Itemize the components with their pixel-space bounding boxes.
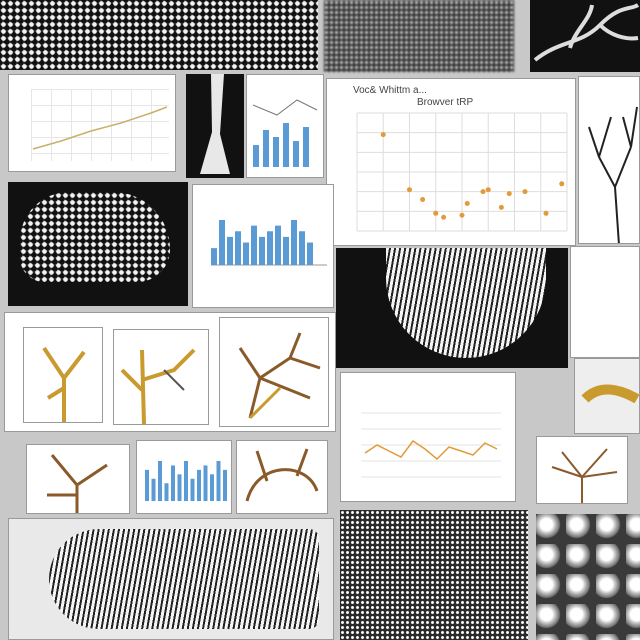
branch-illustration-1: [23, 327, 103, 423]
line-chart-document: [340, 372, 516, 502]
scatter-point: [543, 210, 549, 216]
bar: [243, 242, 249, 265]
gold-branch-card: [574, 358, 640, 434]
bar: [210, 474, 214, 501]
bar: [275, 225, 281, 265]
bar: [216, 461, 221, 501]
main-chart-title-line1: Voc& Whittm a...: [353, 85, 427, 96]
mesh-photo-top-left: [0, 0, 318, 70]
mesh-shell-photo: [8, 182, 188, 306]
mesh-photo-top-center: [324, 0, 514, 72]
scatter-point: [380, 132, 386, 138]
scatter-point: [407, 187, 412, 193]
scatter-point: [433, 210, 439, 216]
bar: [190, 478, 195, 501]
scatter-point: [459, 212, 465, 218]
main-chart-title-line2: Browver tRP: [417, 97, 474, 108]
branch-illustration-3: [219, 317, 329, 427]
branch-illustration-panel: [4, 312, 336, 432]
text-card-right: [570, 246, 640, 358]
line-chart-svg: [32, 106, 168, 150]
bar: [235, 231, 241, 265]
bar: [283, 236, 289, 265]
branch-illustration-5: [236, 440, 328, 514]
scatter-plot-svg: [356, 112, 568, 232]
branch-diagram-right: [578, 76, 640, 244]
bubble-cluster-photo: [536, 514, 640, 640]
series-line: [364, 439, 498, 461]
silhouette-photo: [186, 74, 244, 178]
bar: [291, 220, 297, 265]
mesh-photo-bottom-center: [340, 510, 528, 640]
branch-photo-top-right: [530, 0, 640, 72]
bar: [197, 469, 201, 501]
bar: [227, 236, 233, 265]
bar: [171, 465, 175, 501]
bar: [307, 242, 313, 265]
branch-illustration-2: [113, 329, 209, 425]
bar: [145, 469, 149, 501]
bar-chart-thumbnail-small: [246, 74, 324, 178]
bar-chart-thumbnail-large: [136, 440, 232, 514]
scatter-point: [485, 187, 491, 193]
bar: [251, 225, 257, 265]
bar: [223, 469, 227, 501]
main-scatter-chart: Voc& Whittm a... Browver tRP: [326, 78, 576, 246]
bar: [211, 248, 217, 265]
chart-plot-area: [31, 89, 169, 161]
bar: [151, 478, 156, 501]
branch-illustration-4: [26, 444, 130, 514]
striped-shell-photo: [336, 248, 568, 368]
scatter-point: [441, 214, 447, 220]
scatter-point: [420, 197, 426, 203]
line-chart-doc-svg: [361, 412, 501, 478]
bar: [158, 461, 162, 501]
bar: [267, 231, 273, 265]
scatter-point: [498, 204, 504, 210]
bar: [203, 465, 208, 501]
line-chart-thumbnail: [8, 74, 176, 172]
bar: [164, 483, 169, 501]
scatter-point: [559, 181, 565, 187]
scatter-point: [522, 189, 528, 195]
bar: [177, 474, 182, 501]
branch-tree-card: [536, 436, 628, 504]
scatter-point: [480, 189, 486, 195]
bar: [219, 220, 225, 265]
bar-chart-small-svg: [252, 99, 318, 167]
scatter-point: [464, 200, 470, 206]
fish-skeleton-photo: [8, 518, 334, 640]
bar-chart-large-svg: [145, 461, 227, 501]
bar-chart-thumbnail-medium: [192, 184, 334, 308]
scatter-point: [506, 191, 512, 197]
bar-chart-medium-svg: [211, 220, 327, 266]
bar: [259, 236, 265, 265]
bar: [299, 231, 305, 265]
bar: [184, 461, 188, 501]
